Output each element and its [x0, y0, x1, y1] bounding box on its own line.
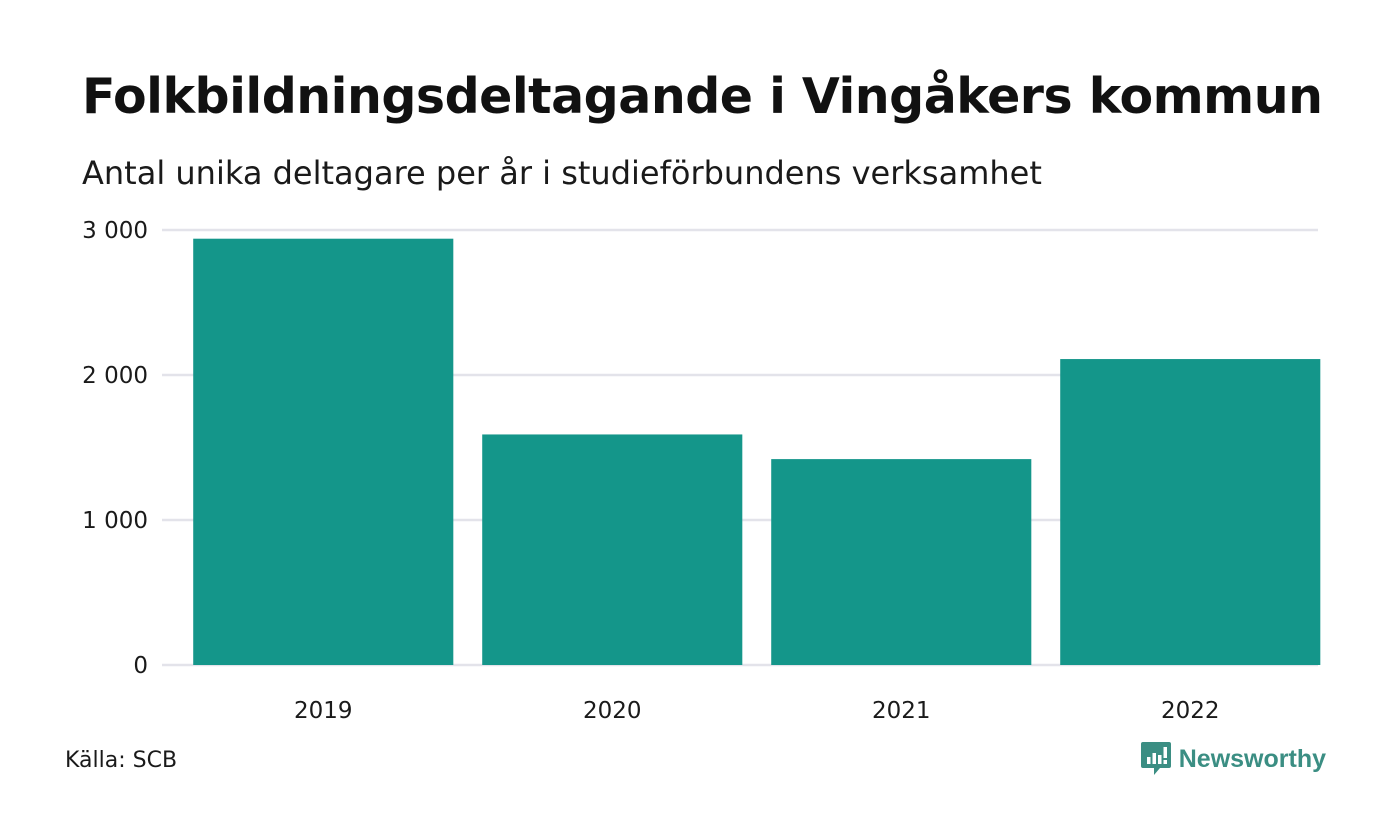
- chart-subtitle: Antal unika deltagare per år i studieför…: [82, 154, 1042, 192]
- y-tick-label: 1 000: [82, 508, 148, 534]
- bar-2021: [771, 459, 1032, 665]
- y-tick-label: 2 000: [82, 363, 148, 389]
- source-note: Källa: SCB: [65, 748, 178, 773]
- brand-name: Newsworthy: [1178, 744, 1326, 773]
- y-tick-label: 3 000: [82, 218, 148, 244]
- chart-title: Folkbildningsdeltagande i Vingåkers komm…: [82, 68, 1323, 125]
- y-axis-ticks: 0 1 000 2 000 3 000: [82, 218, 148, 679]
- bar-2022: [1060, 359, 1321, 665]
- bars: [193, 238, 1321, 665]
- x-tick-label: 2020: [583, 698, 642, 724]
- bar-2020: [482, 434, 743, 665]
- bar-chart-speech-bubble-icon: [1140, 742, 1171, 775]
- x-axis-ticks: 2019 2020 2021 2022: [294, 698, 1220, 724]
- x-tick-label: 2021: [872, 698, 931, 724]
- bar-2019: [193, 238, 454, 665]
- newsworthy-logo[interactable]: Newsworthy: [1140, 742, 1326, 776]
- x-tick-label: 2022: [1161, 698, 1220, 724]
- y-tick-label: 0: [133, 653, 148, 679]
- x-tick-label: 2019: [294, 698, 353, 724]
